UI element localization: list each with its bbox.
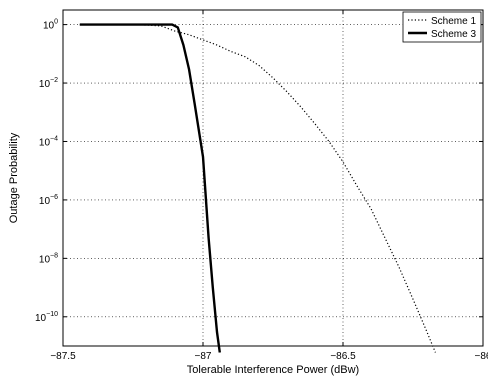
- x-tick-label: −87.5: [50, 351, 76, 362]
- y-axis-label: Outage Probability: [8, 132, 20, 223]
- tick-layer: −87.5 −87 −86.5 −86 100 10−2 10−4 10−6 10−8 10−10: [35, 10, 488, 362]
- plot-area-background: [63, 10, 483, 346]
- x-tick-label: −86: [475, 351, 488, 362]
- legend: Scheme 1 Scheme 3: [402, 11, 482, 43]
- series-layer: [79, 23, 436, 353]
- series-line-scheme-3: [79, 23, 221, 353]
- y-tick-label: 10−6: [39, 194, 58, 207]
- x-tick-label: −86.5: [330, 351, 356, 362]
- x-axis-label: Tolerable Interference Power (dBw): [187, 364, 359, 376]
- y-tick-label: 10−10: [35, 311, 58, 324]
- x-tick-label: −87: [195, 351, 212, 362]
- legend-box: [402, 11, 482, 43]
- y-tick-label: 10−4: [39, 135, 58, 148]
- plot-frame: [62, 9, 484, 347]
- y-tick-label: 100: [43, 19, 58, 32]
- y-tick-label: 10−8: [39, 252, 58, 265]
- legend-label-scheme-3: Scheme 3: [431, 29, 476, 40]
- legend-label-scheme-1: Scheme 1: [431, 16, 476, 27]
- y-tick-label: 10−2: [39, 77, 58, 90]
